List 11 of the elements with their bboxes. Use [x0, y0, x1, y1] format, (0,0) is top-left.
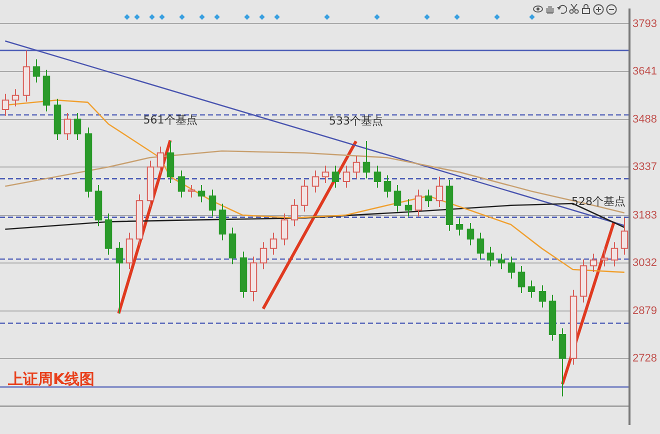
- series-label: 561个基点: [143, 114, 198, 127]
- y-tick-label: 3641: [632, 66, 658, 78]
- text: 上证周K线图: [8, 370, 95, 389]
- y-tick-label: 3488: [632, 114, 658, 126]
- series-label: 533个基点: [329, 114, 384, 128]
- y-tick-label: 3032: [632, 256, 658, 269]
- y-tick-label: 3183: [632, 209, 658, 222]
- y-tick-label: 3337: [632, 161, 658, 174]
- y-tick-label: 3793: [632, 18, 658, 30]
- y-tick-label: 2879: [632, 304, 658, 317]
- y-tick-label: 2728: [632, 352, 658, 364]
